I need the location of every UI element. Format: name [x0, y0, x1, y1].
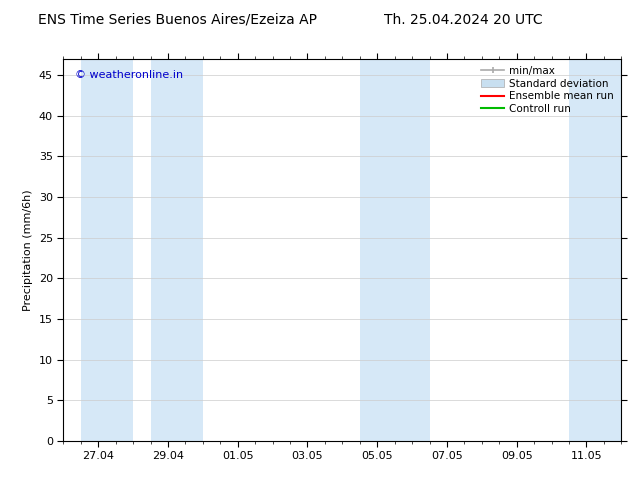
- Legend: min/max, Standard deviation, Ensemble mean run, Controll run: min/max, Standard deviation, Ensemble me…: [479, 64, 616, 116]
- Bar: [150, 59, 203, 441]
- Bar: [569, 59, 621, 441]
- Text: © weatheronline.in: © weatheronline.in: [75, 70, 183, 80]
- Text: Th. 25.04.2024 20 UTC: Th. 25.04.2024 20 UTC: [384, 13, 542, 27]
- Bar: [359, 59, 429, 441]
- Bar: [81, 59, 133, 441]
- Text: ENS Time Series Buenos Aires/Ezeiza AP: ENS Time Series Buenos Aires/Ezeiza AP: [38, 13, 317, 27]
- Y-axis label: Precipitation (mm/6h): Precipitation (mm/6h): [23, 189, 34, 311]
